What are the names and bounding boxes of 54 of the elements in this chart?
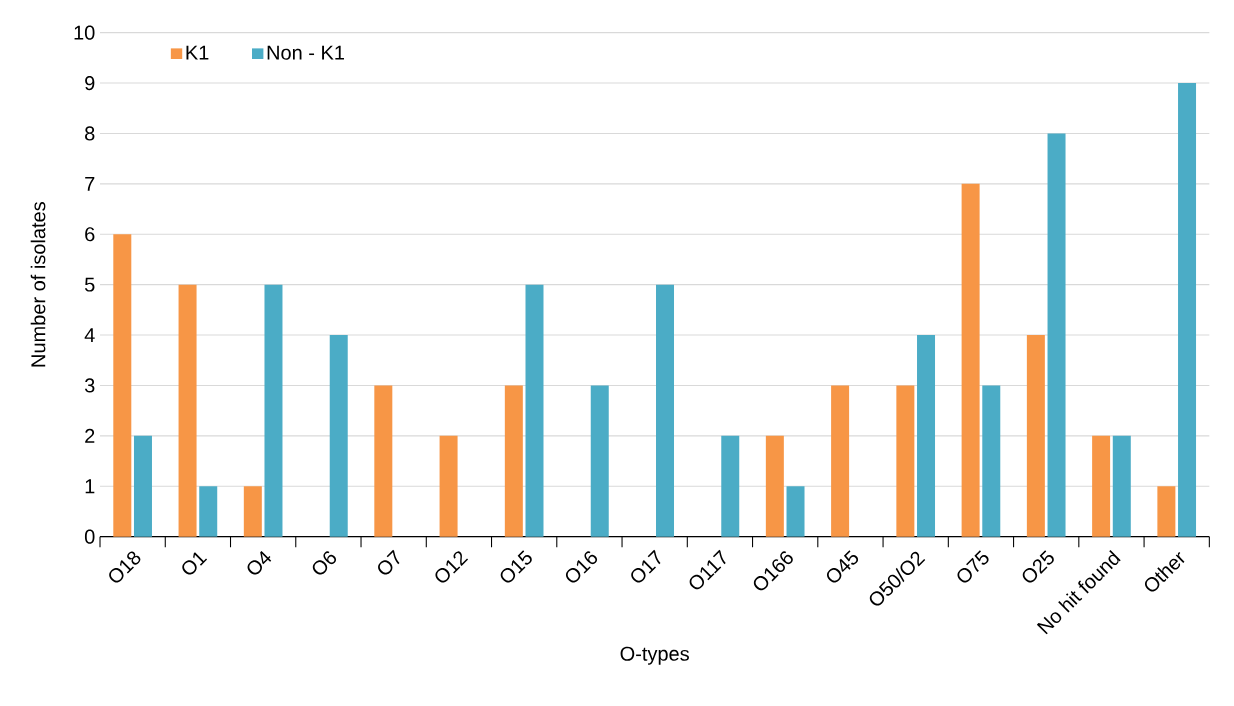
y-tick-label: 2 (85, 428, 95, 443)
y-tick-label: 6 (85, 227, 95, 242)
x-tick-label: O45 (826, 550, 859, 583)
bar (1047, 133, 1066, 537)
bar (961, 183, 980, 537)
y-tick-label: 1 (85, 479, 95, 494)
bar (1112, 435, 1131, 537)
bar (1157, 486, 1176, 537)
x-axis-title: O-types (620, 646, 689, 665)
y-tick-label: 9 (85, 75, 95, 91)
y-tick-label: 8 (85, 126, 95, 141)
bar (439, 435, 458, 537)
x-tick-label: O17 (631, 549, 661, 583)
bar (243, 486, 262, 537)
x-tick-label: O7 (378, 549, 400, 575)
x-tick-label: O4 (247, 550, 272, 575)
x-tick-label: O75 (957, 550, 989, 583)
x-tick-label: O18 (109, 551, 141, 583)
bar (831, 385, 850, 537)
bar (982, 385, 1001, 537)
bar (917, 335, 936, 537)
y-tick-label: 4 (84, 328, 95, 342)
bar (786, 486, 805, 537)
bar (264, 284, 283, 537)
legend-label: Non - K1 (267, 45, 344, 60)
bar (896, 385, 915, 537)
x-tick-label: O16 (565, 551, 598, 583)
y-tick-label: 3 (84, 378, 95, 393)
bar (765, 435, 784, 537)
bar (721, 435, 740, 537)
legend-label: K1 (186, 45, 209, 60)
bar (1178, 83, 1197, 537)
y-tick-label: 7 (85, 176, 95, 191)
bar (199, 486, 218, 537)
bar (113, 234, 132, 537)
x-tick-label: O6 (312, 551, 337, 575)
x-tick-label: O15 (500, 550, 532, 583)
bar (590, 385, 609, 537)
y-tick-label: 5 (84, 277, 95, 292)
x-tick-label: O1 (182, 552, 208, 575)
bar (329, 335, 348, 537)
bar (1092, 435, 1111, 537)
y-tick-label: 10 (74, 25, 95, 40)
bar (1026, 335, 1045, 537)
bar (525, 284, 544, 537)
y-axis-title: Number of isolates (30, 202, 46, 367)
bar (504, 385, 523, 537)
x-tick-label: O25 (1022, 550, 1054, 583)
bar (374, 385, 393, 537)
bar (133, 435, 152, 537)
x-tick-label: O12 (435, 551, 469, 583)
bar (656, 284, 675, 537)
y-tick-label: 0 (84, 529, 95, 544)
bar (178, 284, 197, 537)
